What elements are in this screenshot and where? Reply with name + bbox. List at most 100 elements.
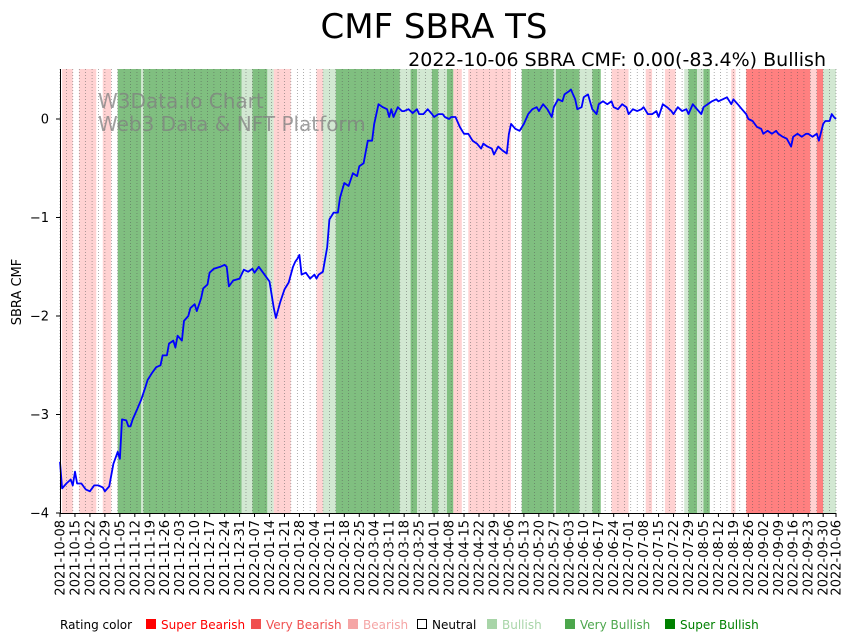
band-very-bullish [688,69,698,513]
band-very-bullish [143,69,242,513]
band-bullish [417,69,432,513]
band-bearish [810,69,817,513]
x-tick-label: 2022-06-17 [592,520,607,596]
x-tick-label: 2022-03-25 [413,520,428,596]
band-bullish [553,69,556,513]
x-tick-label: 2022-08-12 [712,520,727,596]
x-tick-label: 2022-05-13 [517,520,532,596]
legend-label: Super Bullish [680,618,759,632]
x-tick-label: 2022-07-29 [682,520,697,596]
x-tick-label: 2022-06-03 [562,520,577,596]
band-bullish [241,69,253,513]
x-tick-label: 2022-01-21 [278,520,293,596]
band-very-bullish [555,69,580,513]
x-tick-label: 2022-08-26 [742,520,757,596]
x-tick-label: 2022-03-04 [368,520,383,596]
y-axis-label: SBRA CMF [10,259,25,325]
x-tick-label: 2022-05-20 [532,520,547,596]
band-very-bullish [252,69,268,513]
legend-label: Super Bearish [161,618,245,632]
watermark-line-1: W3Data.io Chart [98,89,264,113]
x-tick-label: 2021-10-08 [54,520,69,596]
x-tick-label: 2022-05-06 [502,520,517,596]
band-neutral [111,69,118,513]
x-tick-label: 2022-04-08 [443,520,458,596]
legend-swatch [348,619,358,629]
band-neutral [652,69,665,513]
x-tick-label: 2022-09-02 [757,520,772,596]
band-bullish [697,69,704,513]
x-tick-label: 2022-02-11 [323,520,338,596]
legend-label: Very Bullish [580,618,650,632]
cmf-series-line [59,88,837,493]
legend-title: Rating color [60,618,132,632]
x-tick-label: 2021-12-10 [188,520,203,596]
band-neutral [60,69,63,513]
x-tick-label: 2021-10-22 [83,520,98,596]
x-tick-label: 2022-06-24 [607,520,622,596]
legend-label: Bearish [363,618,408,632]
x-axis-ticks: 2021-10-08 2021-10-15 2021-10-22 2021-10-29… [54,513,845,596]
watermark: W3Data.io Chart Web3 Data & NFT Platform [98,89,366,136]
band-very-bullish [703,69,710,513]
band-neutral [72,69,80,513]
x-tick-label: 2022-01-14 [263,520,278,596]
x-tick-label: 2022-03-18 [398,520,413,596]
x-tick-label: 2022-09-16 [787,520,802,596]
x-tick-label: 2021-11-19 [143,520,158,596]
x-tick-label: 2021-10-15 [68,520,83,596]
band-bullish [684,69,689,513]
x-tick-label: 2022-01-07 [248,520,263,596]
band-very-bullish [592,69,601,513]
band-neutral [600,69,612,513]
band-very-bullish [521,69,554,513]
x-tick-label: 2022-04-15 [458,520,473,596]
x-tick-label: 2022-04-22 [472,520,487,596]
legend-label: Very Bearish [266,618,342,632]
y-tick-label: 0 [41,113,49,128]
band-neutral [675,69,685,513]
x-tick-label: 2022-04-01 [428,520,443,596]
x-tick-label: 2022-02-18 [338,520,353,596]
x-tick-label: 2022-02-04 [308,520,323,596]
x-tick-label: 2022-09-23 [802,520,817,596]
x-tick-label: 2022-07-08 [637,520,652,596]
x-tick-label: 2022-04-29 [487,520,502,596]
band-very-bullish [446,69,454,513]
y-tick-label: −1 [30,211,49,226]
chart-subtitle: 2022-10-06 SBRA CMF: 0.00(-83.4%) Bullis… [408,49,826,71]
y-tick-label: −4 [30,507,49,522]
x-tick-label: 2021-11-12 [128,520,143,596]
legend-swatch [417,619,427,629]
legend-swatch [565,619,575,629]
y-tick-label: −2 [30,310,49,325]
band-bullish [141,69,144,513]
legend-swatch [146,619,156,629]
band-bearish [611,69,629,513]
band-neutral [96,69,103,513]
x-tick-label: 2022-09-30 [817,520,832,596]
x-tick-label: 2022-06-10 [577,520,592,596]
band-neutral [461,69,469,513]
band-very-bullish [117,69,142,513]
x-tick-label: 2021-10-29 [98,520,113,596]
watermark-line-2: Web3 Data & NFT Platform [98,112,366,136]
y-tick-label: −3 [30,408,49,423]
x-tick-label: 2022-09-09 [772,520,787,596]
band-bearish [62,69,73,513]
x-tick-label: 2022-07-01 [622,520,637,596]
band-bearish [102,69,112,513]
x-tick-label: 2022-08-19 [727,520,742,596]
x-tick-label: 2021-12-17 [203,520,218,596]
band-neutral [511,69,522,513]
x-tick-label: 2022-02-25 [353,520,368,596]
x-tick-label: 2022-01-28 [293,520,308,596]
legend-swatch [251,619,261,629]
rating-legend: Rating color Super Bearish Very Bearish Bea… [60,618,759,632]
x-tick-label: 2022-07-22 [667,520,682,596]
band-bullish [438,69,447,513]
band-bearish [664,69,676,513]
legend-label: Bullish [502,618,542,632]
x-tick-label: 2022-05-27 [547,520,562,596]
x-tick-label: 2022-10-06 [830,520,845,596]
